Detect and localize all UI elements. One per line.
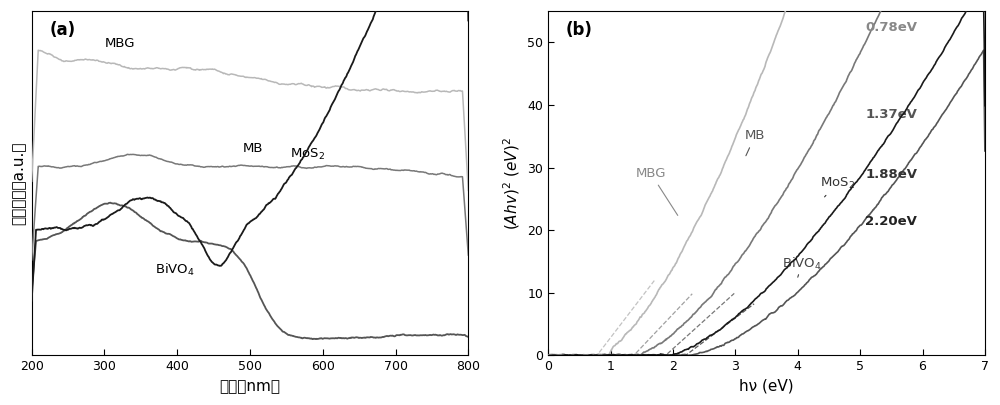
Y-axis label: $(Ahv)^2\ (eV)^2$: $(Ahv)^2\ (eV)^2$ (501, 137, 522, 230)
Text: 1.37eV: 1.37eV (865, 108, 917, 121)
Text: 2.20eV: 2.20eV (865, 215, 917, 228)
Text: MB: MB (243, 142, 263, 156)
Text: MB: MB (745, 130, 765, 156)
Text: 0.78eV: 0.78eV (865, 21, 917, 34)
X-axis label: hν (eV): hν (eV) (739, 379, 794, 394)
Text: MoS$_2$: MoS$_2$ (290, 147, 325, 162)
Text: (a): (a) (49, 21, 75, 39)
Text: MBG: MBG (636, 167, 678, 215)
Text: BiVO$_4$: BiVO$_4$ (782, 256, 822, 277)
Text: BiVO$_4$: BiVO$_4$ (155, 262, 195, 279)
Text: 1.88eV: 1.88eV (865, 168, 917, 181)
X-axis label: 波长（nm）: 波长（nm） (219, 379, 280, 394)
Y-axis label: 吸收光强（a.u.）: 吸收光强（a.u.） (11, 141, 26, 225)
Text: MBG: MBG (104, 37, 135, 50)
Text: MoS$_2$: MoS$_2$ (820, 175, 855, 197)
Text: (b): (b) (566, 21, 593, 39)
